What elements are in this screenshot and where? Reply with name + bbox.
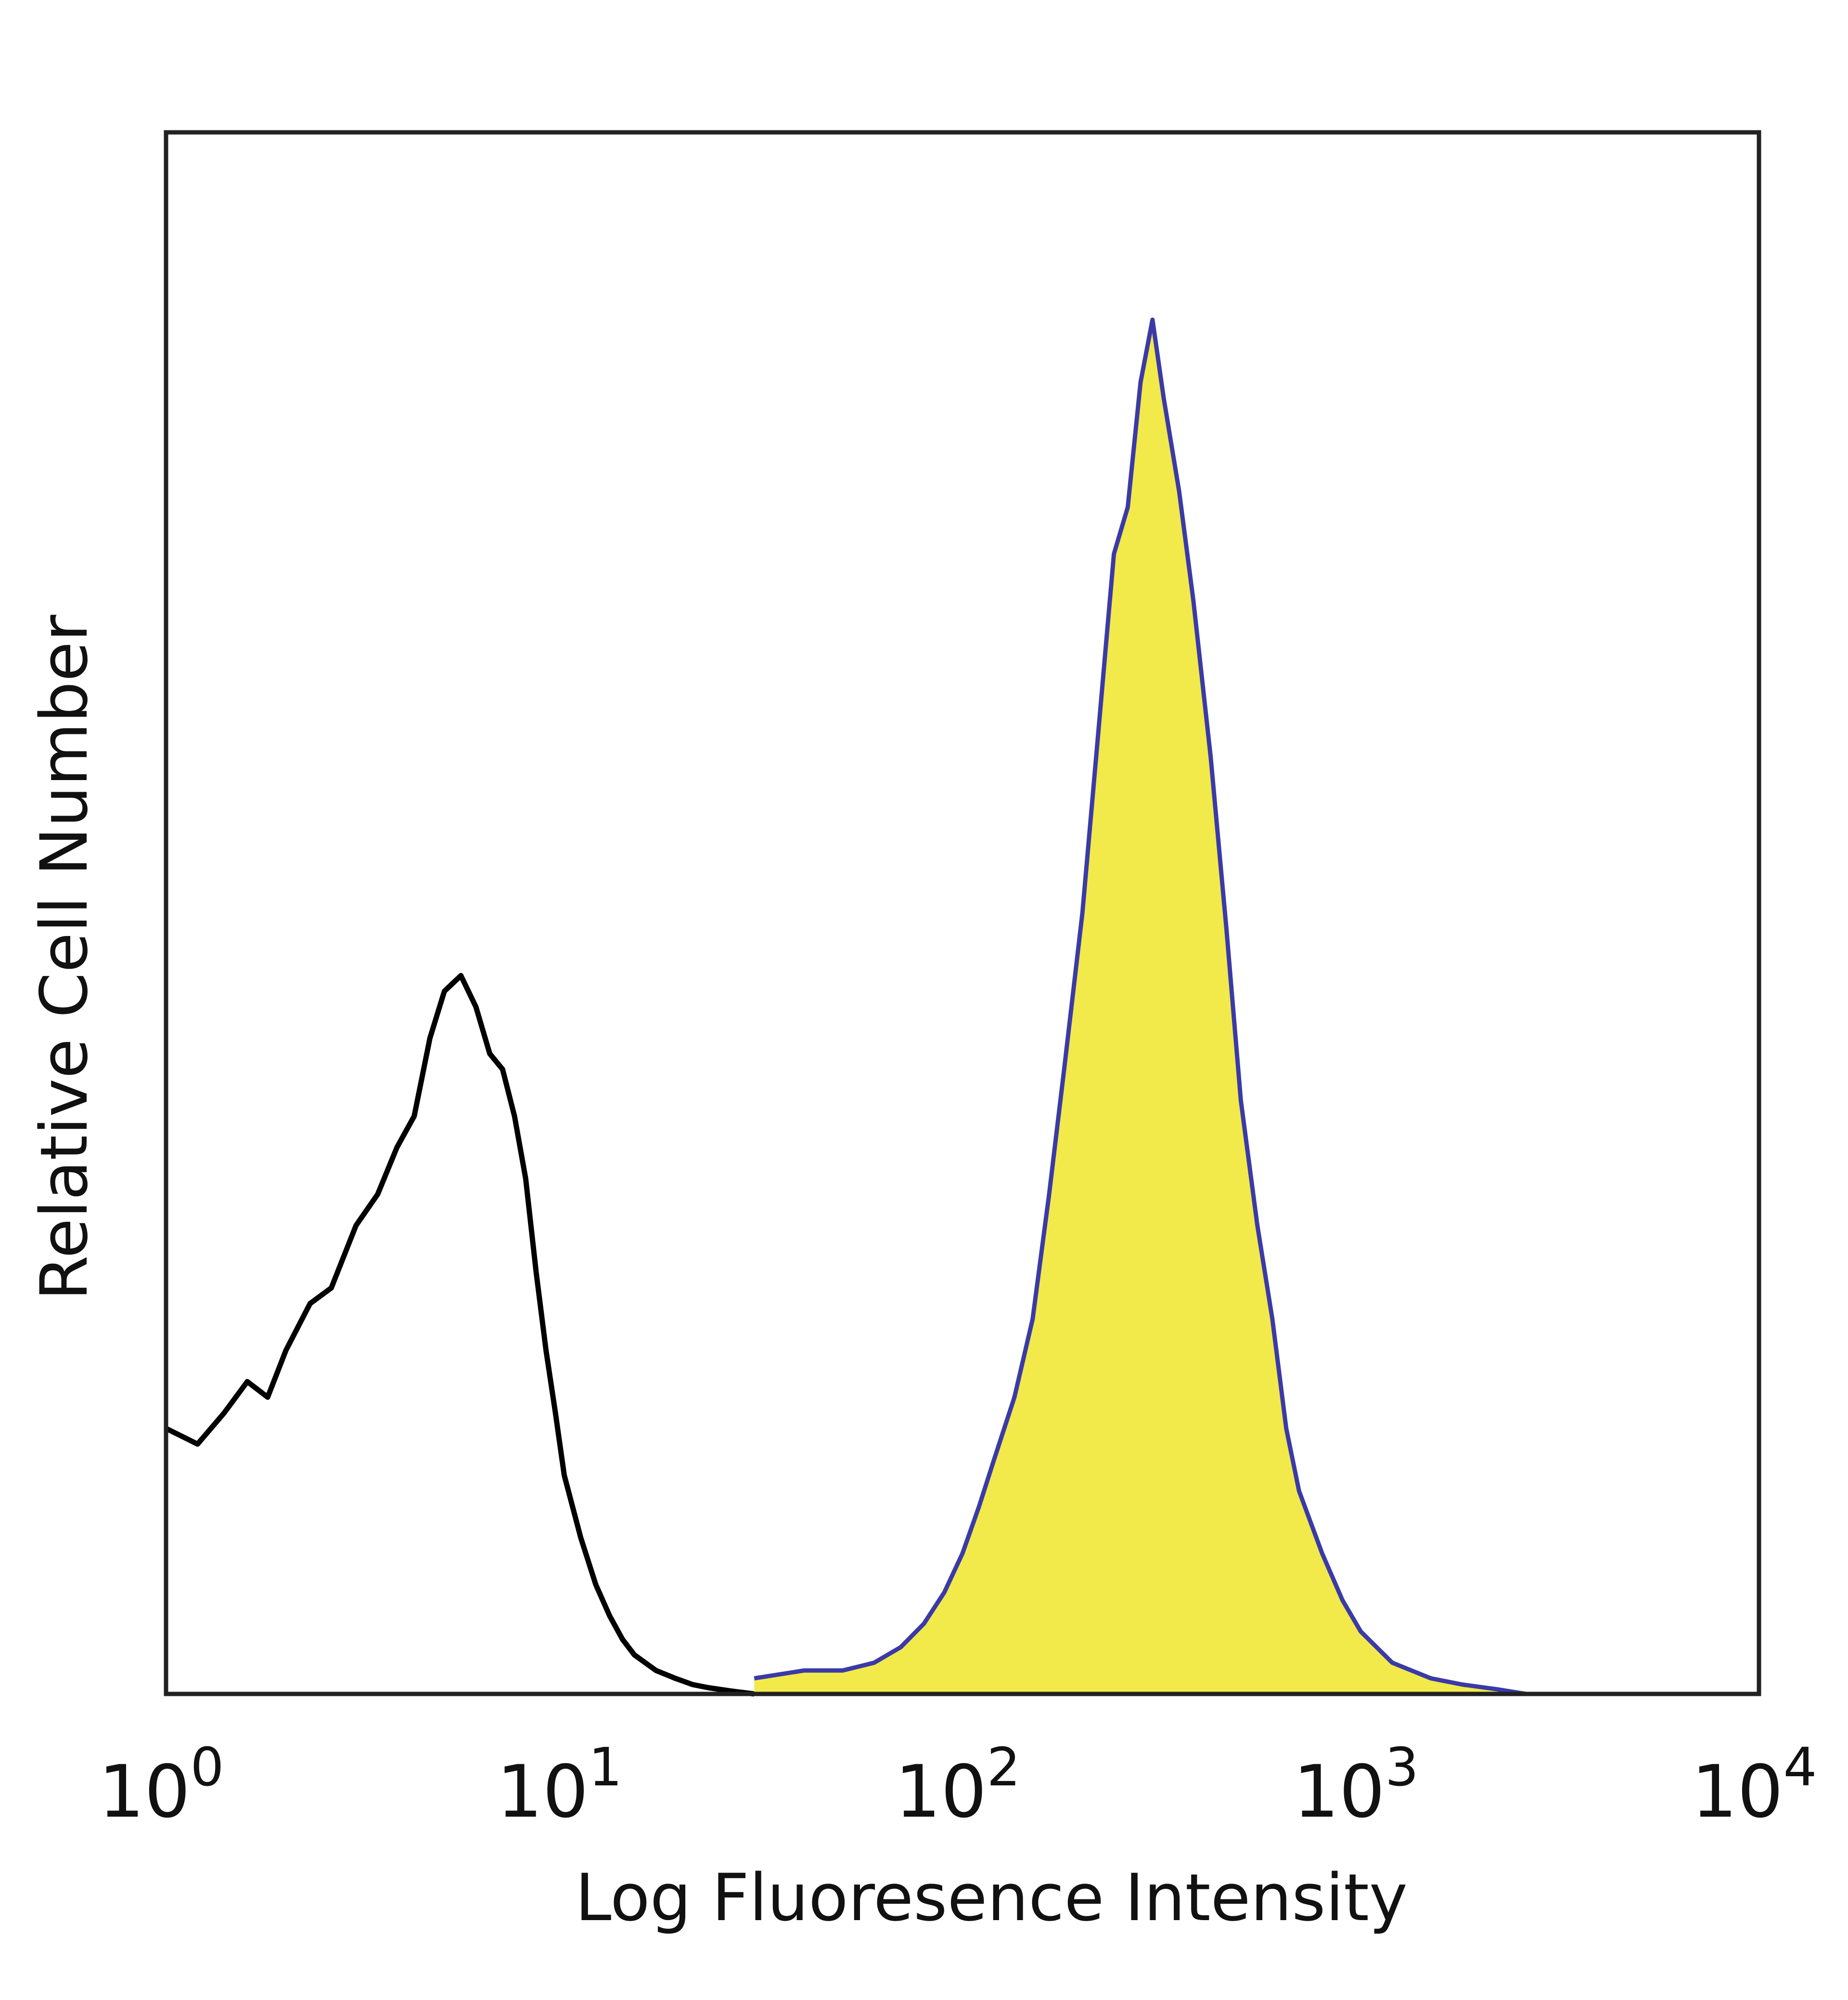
- histogram-2-outline: [754, 317, 1527, 1696]
- x-tick-label-2: 102: [895, 1736, 1021, 1834]
- x-tick-label-1: 101: [497, 1736, 622, 1834]
- histogram-1-outline: [165, 973, 755, 1697]
- x-tick-label-0: 100: [99, 1736, 224, 1834]
- plot-layer: [165, 317, 1527, 1697]
- x-tick-label-4: 104: [1692, 1736, 1817, 1834]
- plot-frame: [164, 130, 1761, 1696]
- x-axis-title: Log Fluoresence Intensity: [575, 1860, 1408, 1936]
- x-tick-label-3: 103: [1293, 1736, 1419, 1834]
- x-tick-labels: 100 101 102 103 104: [99, 1736, 1817, 1834]
- histogram-2-fill: [754, 320, 1526, 1694]
- y-axis-title: Relative Cell Number: [26, 615, 102, 1300]
